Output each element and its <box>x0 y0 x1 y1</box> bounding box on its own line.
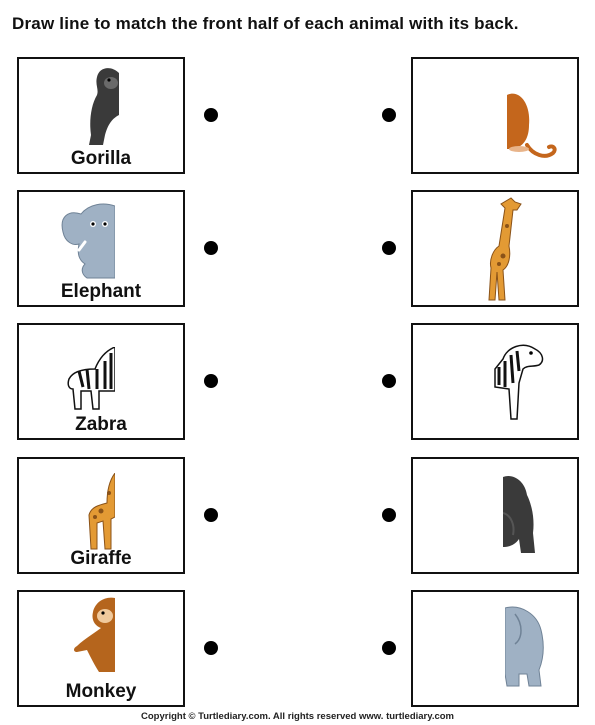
match-dot-left-3[interactable] <box>204 374 218 388</box>
back-card-4 <box>411 457 579 574</box>
monkey-back-icon <box>507 93 557 158</box>
front-card-label: Giraffe <box>70 548 132 569</box>
front-card-elephant: Elephant <box>17 190 185 307</box>
giraffe-front-icon <box>88 473 115 550</box>
match-dot-left-2[interactable] <box>204 241 218 255</box>
back-card-5 <box>411 590 579 707</box>
front-card-label: Zabra <box>75 414 127 435</box>
front-card-label: Monkey <box>65 681 137 702</box>
giraffe-back-icon <box>488 197 522 301</box>
match-dot-left-4[interactable] <box>204 508 218 522</box>
gorilla-front-icon <box>89 68 119 145</box>
gorilla-back-icon <box>503 475 535 553</box>
match-dot-left-5[interactable] <box>204 641 218 655</box>
match-dot-right-3[interactable] <box>382 374 396 388</box>
match-dot-right-4[interactable] <box>382 508 396 522</box>
monkey-front-icon <box>74 597 115 672</box>
elephant-back-icon <box>505 606 544 687</box>
match-dot-left-1[interactable] <box>204 108 218 122</box>
back-card-3 <box>411 323 579 440</box>
elephant-front-icon <box>61 203 115 279</box>
match-dot-right-2[interactable] <box>382 241 396 255</box>
front-card-giraffe: Giraffe <box>17 457 185 574</box>
copyright-footer: Copyright © Turtlediary.com. All rights … <box>141 711 454 722</box>
front-card-label: Elephant <box>60 281 142 302</box>
zebra-back-icon <box>494 344 544 420</box>
back-card-1 <box>411 57 579 174</box>
match-dot-right-1[interactable] <box>382 108 396 122</box>
zebra-front-icon <box>67 347 115 410</box>
match-dot-right-5[interactable] <box>382 641 396 655</box>
front-card-zebra: Zabra <box>17 323 185 440</box>
instruction-title: Draw line to match the front half of eac… <box>12 14 519 33</box>
front-card-gorilla: Gorilla <box>17 57 185 174</box>
front-card-monkey: Monkey <box>17 590 185 707</box>
back-card-2 <box>411 190 579 307</box>
front-card-label: Gorilla <box>70 148 132 169</box>
